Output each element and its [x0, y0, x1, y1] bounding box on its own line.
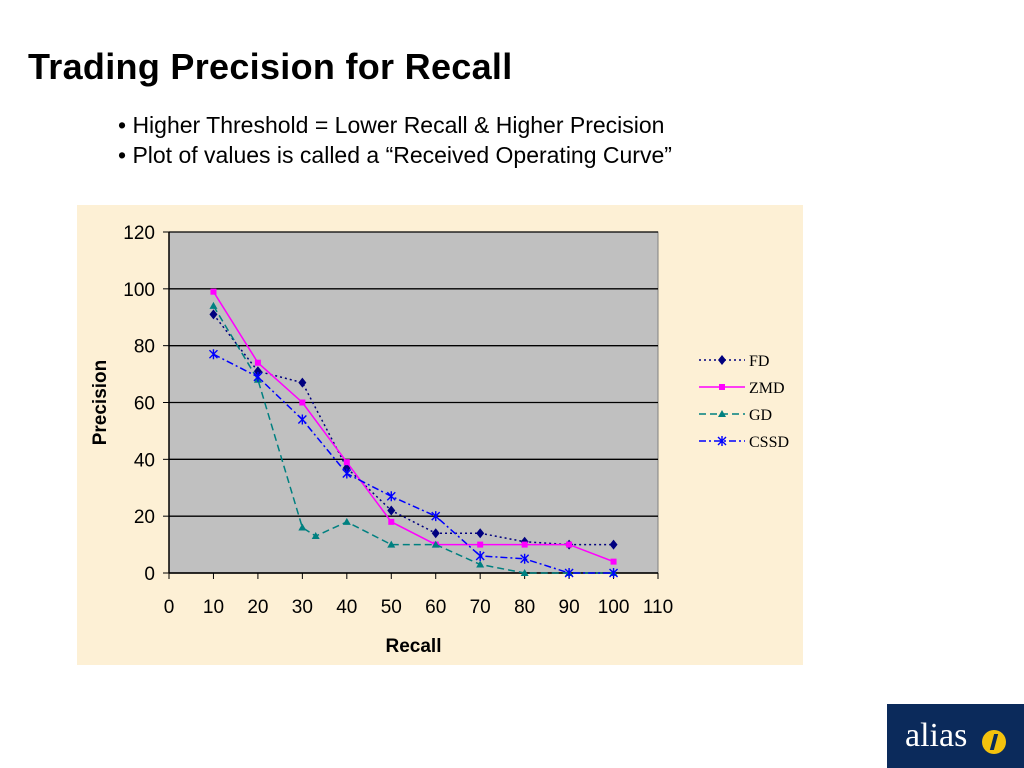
data-point-fd	[298, 377, 307, 388]
legend-marker-cssd	[717, 436, 727, 446]
data-point-fd	[431, 528, 440, 539]
data-point-cssd	[609, 568, 619, 578]
y-tick-labels: 0 20 40 60 80 100 120	[123, 223, 155, 585]
y-tick-label: 20	[134, 507, 155, 528]
x-tick-label: 100	[598, 597, 630, 618]
data-point-gd	[298, 523, 307, 531]
y-tick-label: 40	[134, 450, 155, 471]
series-layer	[208, 288, 619, 578]
x-tick-label: 80	[514, 597, 535, 618]
bullet-item: • Plot of values is called a “Received O…	[118, 142, 672, 168]
series-line-fd	[212, 313, 614, 546]
data-point-zmd	[210, 288, 217, 295]
y-tick-label: 60	[134, 394, 155, 415]
y-tick-label: 100	[123, 280, 155, 301]
data-point-cssd	[342, 468, 352, 479]
data-point-cssd	[208, 349, 218, 360]
legend-label-fd: FD	[749, 353, 769, 370]
x-tick-label: 40	[336, 597, 357, 618]
data-point-cssd	[431, 511, 441, 522]
data-point-gd	[387, 540, 396, 548]
x-tick-label: 0	[164, 597, 175, 618]
x-tick-labels: 0 10 20 30 40 50 60 70 80 90 100 110	[164, 597, 673, 618]
x-tick-label: 30	[292, 597, 313, 618]
precision-recall-chart: 0 10 20 30 40 50 60 70 80 90 100 110 0 20 40 60 80 100 12…	[90, 223, 789, 657]
legend-item-gd: GD	[699, 407, 772, 424]
legend-label-gd: GD	[749, 407, 772, 424]
data-point-zmd	[566, 541, 573, 548]
data-point-zmd	[254, 359, 261, 366]
legend-item-zmd: ZMD	[699, 380, 785, 397]
legend-label-cssd: CSSD	[749, 434, 789, 451]
data-point-fd	[209, 309, 218, 320]
y-tick-label: 120	[123, 223, 155, 244]
legend-item-cssd: CSSD	[699, 434, 789, 451]
data-point-zmd	[521, 541, 528, 548]
i-circle-icon	[982, 730, 1006, 754]
slide-title: Trading Precision for Recall	[28, 46, 513, 87]
data-point-cssd	[297, 414, 307, 425]
legend-marker-zmd	[719, 384, 725, 390]
y-tick-label: 0	[144, 564, 155, 585]
legend-item-fd: FD	[699, 353, 769, 370]
data-point-fd	[476, 528, 485, 539]
data-point-gd	[342, 517, 351, 525]
data-point-fd	[387, 505, 396, 516]
data-point-gd	[311, 532, 320, 540]
legend-marker-fd	[718, 355, 726, 365]
series-line-zmd	[212, 291, 614, 563]
data-point-cssd	[386, 491, 396, 502]
x-tick-label: 20	[247, 597, 268, 618]
series-cssd	[208, 349, 619, 578]
bullet-item: • Higher Threshold = Lower Recall & High…	[118, 112, 665, 138]
y-tick-label: 80	[134, 337, 155, 358]
data-point-zmd	[343, 459, 350, 466]
legend-label-zmd: ZMD	[749, 380, 785, 397]
data-point-gd	[476, 560, 485, 568]
x-tick-label: 10	[203, 597, 224, 618]
data-point-gd	[209, 301, 218, 309]
data-point-fd	[253, 366, 262, 377]
data-point-zmd	[388, 518, 395, 525]
x-tick-label: 50	[381, 597, 402, 618]
data-point-cssd	[475, 550, 485, 561]
logo: alias	[887, 704, 1024, 768]
data-point-gd	[520, 569, 529, 576]
x-axis-label: Recall	[386, 636, 442, 657]
legend: FD ZMD GD CSSD	[699, 353, 789, 451]
x-tick-label: 60	[425, 597, 446, 618]
data-point-cssd	[520, 553, 530, 564]
data-point-zmd	[477, 541, 484, 548]
series-line-cssd	[213, 353, 614, 574]
series-line-gd	[212, 305, 614, 574]
x-tick-label: 70	[470, 597, 491, 618]
data-point-gd	[431, 540, 440, 548]
bullet-list: • Higher Threshold = Lower Recall & High…	[118, 110, 672, 170]
legend-marker-gd	[718, 410, 726, 417]
x-tick-label: 110	[643, 597, 673, 618]
data-point-zmd	[610, 558, 617, 565]
data-point-cssd	[564, 568, 574, 578]
logo-text: alias	[905, 717, 968, 754]
chart-panel: 0 10 20 30 40 50 60 70 80 90 100 110 0 20 40 60 80 100 12…	[77, 205, 803, 665]
x-tick-label: 90	[559, 597, 580, 618]
y-axis-label: Precision	[90, 360, 111, 446]
data-point-fd	[609, 539, 618, 550]
data-point-zmd	[299, 399, 306, 406]
data-point-cssd	[253, 371, 263, 382]
